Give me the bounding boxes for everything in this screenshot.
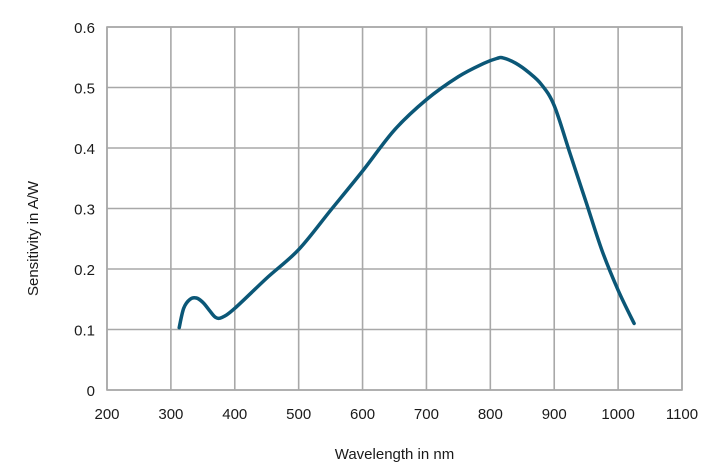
- y-axis-title: Sensitivity in A/W: [25, 180, 42, 296]
- chart-grid: [106, 26, 683, 391]
- sensitivity-series-line: [177, 55, 636, 330]
- plot-area-border: [106, 26, 683, 391]
- y-axis-tick-labels: 0 0.1 0.2 0.3 0.4 0.5 0.6: [74, 20, 95, 400]
- x-tick-label: 400: [222, 406, 247, 423]
- y-tick-label: 0.4: [74, 141, 95, 158]
- x-tick-label: 600: [350, 406, 375, 423]
- chart-series: [177, 55, 636, 330]
- x-tick-label: 700: [414, 406, 439, 423]
- x-tick-label: 500: [286, 406, 311, 423]
- x-axis-tick-labels: 200 300 400 500 600 700 800 900 1000 1100: [94, 406, 698, 423]
- y-tick-label: 0: [87, 383, 95, 400]
- x-tick-label: 200: [94, 406, 119, 423]
- x-tick-label: 1000: [601, 406, 634, 423]
- x-tick-label: 800: [478, 406, 503, 423]
- x-axis-title: Wavelength in nm: [335, 446, 455, 463]
- y-tick-label: 0.5: [74, 81, 95, 98]
- y-tick-label: 0.6: [74, 20, 95, 37]
- y-tick-label: 0.2: [74, 262, 95, 279]
- x-tick-label: 300: [158, 406, 183, 423]
- y-tick-label: 0.1: [74, 323, 95, 340]
- x-tick-label: 1100: [666, 406, 698, 423]
- y-tick-label: 0.3: [74, 202, 95, 219]
- x-tick-label: 900: [542, 406, 567, 423]
